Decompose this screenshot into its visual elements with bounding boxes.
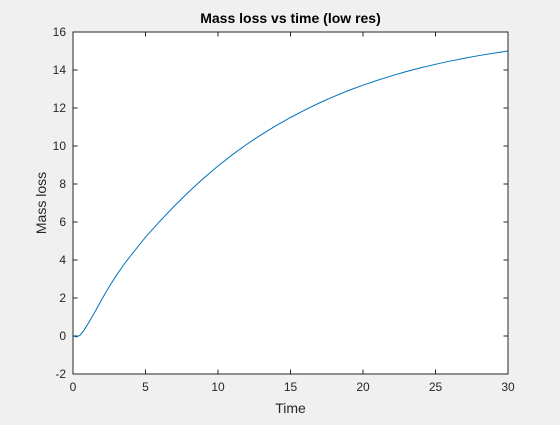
- tick-labels: 0 5 10 15 20 25 30 -2 0 2 4 6 8 10 12 14 16: [53, 25, 515, 394]
- x-axis-label: Time: [275, 400, 306, 416]
- x-tick-label: 15: [284, 380, 298, 394]
- plot-area: [73, 32, 508, 374]
- y-tick-label: -2: [55, 367, 66, 381]
- y-tick-label: 6: [59, 215, 66, 229]
- y-tick-label: 14: [53, 63, 67, 77]
- y-tick-label: 2: [59, 291, 66, 305]
- axes-box: [72, 31, 509, 375]
- y-tick-label: 10: [53, 139, 67, 153]
- y-tick-label: 0: [59, 329, 66, 343]
- x-tick-label: 10: [211, 380, 225, 394]
- x-tick-label: 30: [501, 380, 515, 394]
- x-tick-label: 0: [70, 380, 77, 394]
- y-tick-label: 4: [59, 253, 66, 267]
- x-tick-label: 25: [429, 380, 443, 394]
- y-tick-label: 12: [53, 101, 67, 115]
- x-tick-label: 5: [142, 380, 149, 394]
- chart-title: Mass loss vs time (low res): [200, 10, 381, 26]
- y-axis-label: Mass loss: [33, 172, 49, 234]
- y-tick-label: 8: [59, 177, 66, 191]
- x-tick-label: 20: [356, 380, 370, 394]
- y-tick-label: 16: [53, 25, 67, 39]
- series-line-mass-loss: [72, 50, 509, 338]
